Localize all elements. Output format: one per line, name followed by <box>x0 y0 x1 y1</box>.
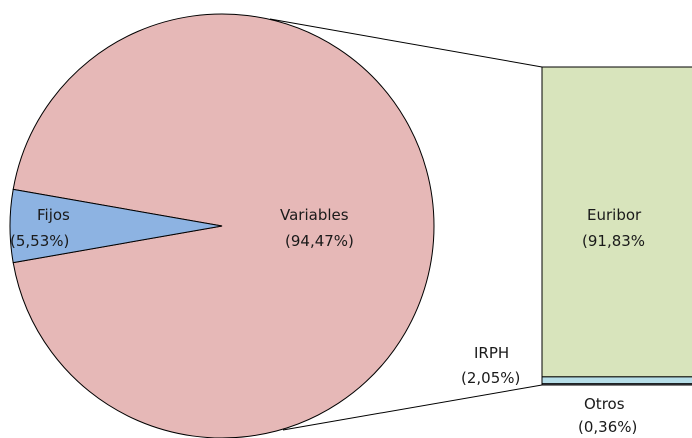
connector-line-top <box>269 18 543 68</box>
euribor-name-label: Euribor <box>587 206 642 224</box>
stacked-bar <box>541 66 692 386</box>
bar-segment-otros <box>541 383 692 386</box>
bar-segment-euribor <box>541 66 692 378</box>
variables-name-label: Variables <box>280 206 349 224</box>
otros-value-label: (0,36%) <box>578 418 637 436</box>
irph-value-label: (2,05%) <box>461 369 520 387</box>
variables-value-label: (94,47%) <box>285 232 354 250</box>
euribor-value-label: (91,83% <box>582 232 645 250</box>
bar-segment-irph <box>541 376 692 385</box>
fijos-value-label: (5,53%) <box>10 232 69 250</box>
fijos-name-label: Fijos <box>37 206 70 224</box>
pie-slice-fijos <box>9 188 223 264</box>
otros-name-label: Otros <box>584 395 625 413</box>
connector-line-bottom <box>282 384 543 431</box>
pie-slice-variables <box>12 13 435 438</box>
irph-name-label: IRPH <box>474 344 509 362</box>
pie <box>9 13 435 438</box>
